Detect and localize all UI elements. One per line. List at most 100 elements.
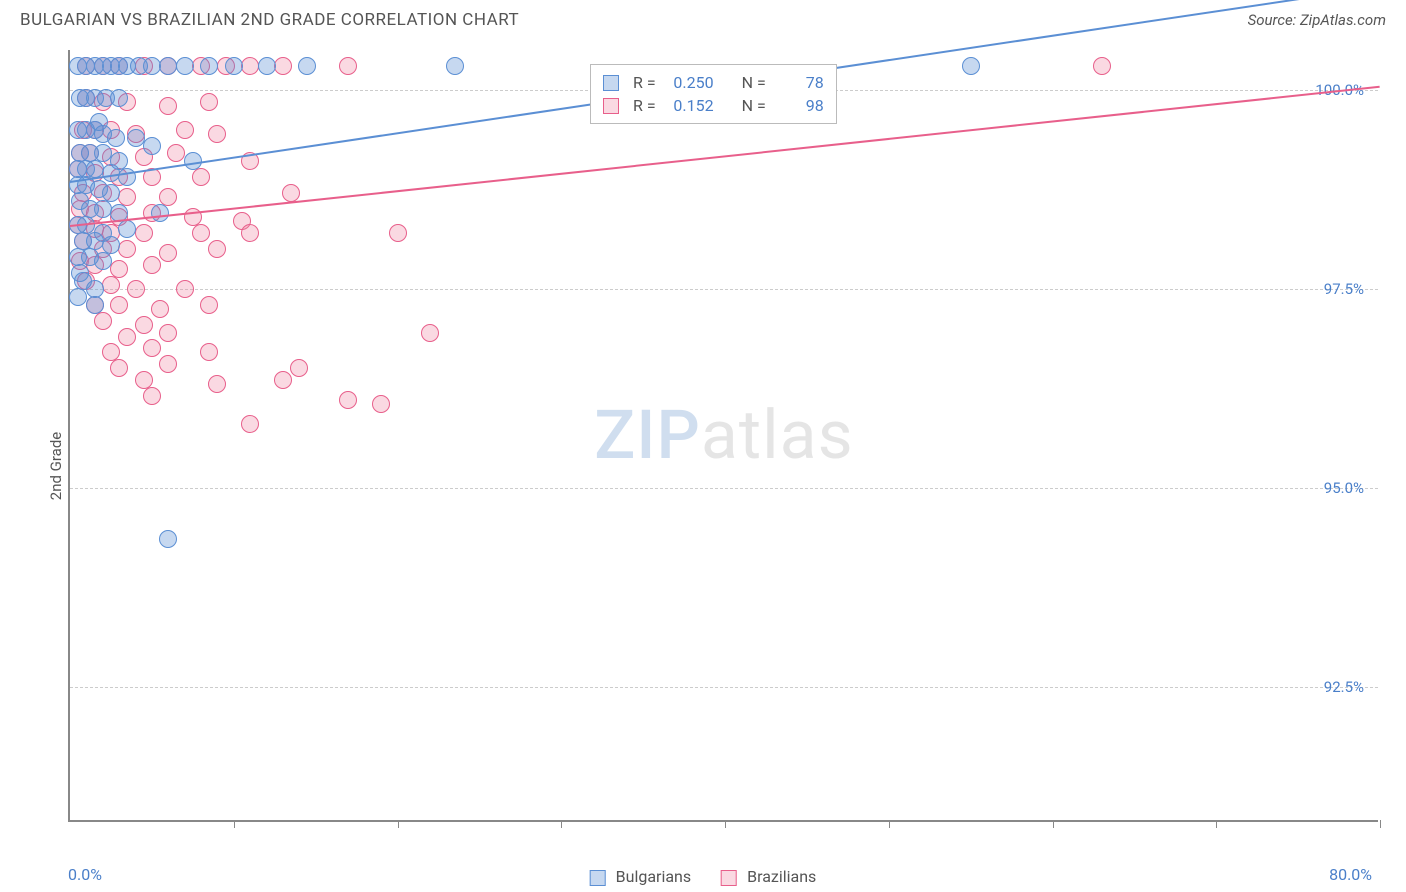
stats-legend-box: R = 0.250 N = 78 R = 0.152 N = 98 [590, 64, 837, 124]
blue-marker [86, 296, 104, 314]
stats-row-blue: R = 0.250 N = 78 [603, 71, 824, 94]
pink-marker [421, 324, 439, 342]
blue-marker [127, 129, 145, 147]
pink-marker [135, 316, 153, 334]
watermark: ZIPatlas [594, 395, 854, 475]
pink-marker [118, 240, 136, 258]
blue-marker [446, 57, 464, 75]
gridline [70, 289, 1378, 290]
pink-marker [208, 125, 226, 143]
pink-marker [339, 391, 357, 409]
stats-row-pink: R = 0.152 N = 98 [603, 94, 824, 117]
pink-marker [241, 224, 259, 242]
source-label: Source: ZipAtlas.com [1248, 11, 1386, 29]
pink-marker [389, 224, 407, 242]
n-label: N = [742, 73, 766, 92]
x-tick [1053, 820, 1054, 828]
plot-area: ZIPatlas 100.0%97.5%95.0%92.5% R = 0.250… [68, 50, 1378, 822]
blue-marker [94, 252, 112, 270]
blue-marker [143, 57, 161, 75]
pink-marker [200, 343, 218, 361]
blue-marker [258, 57, 276, 75]
x-tick [725, 820, 726, 828]
pink-marker [290, 359, 308, 377]
pink-marker [200, 93, 218, 111]
blue-marker [94, 200, 112, 218]
pink-marker [135, 224, 153, 242]
x-max-label: 80.0% [1329, 865, 1372, 884]
y-tick-label: 92.5% [1324, 678, 1364, 696]
blue-marker [143, 137, 161, 155]
watermark-atlas: atlas [701, 395, 854, 475]
pink-marker [1093, 57, 1111, 75]
x-tick [234, 820, 235, 828]
blue-marker [159, 530, 177, 548]
x-min-label: 0.0% [68, 865, 102, 884]
pink-marker [372, 395, 390, 413]
pink-marker [143, 387, 161, 405]
n-label: N = [742, 96, 766, 115]
pink-marker [200, 296, 218, 314]
pink-marker [94, 312, 112, 330]
y-tick-label: 97.5% [1324, 280, 1364, 298]
y-axis-label: 2nd Grade [47, 432, 65, 500]
blue-swatch-icon [603, 75, 619, 91]
pink-n-value: 98 [776, 96, 824, 115]
r-label: R = [633, 73, 656, 92]
pink-marker [151, 300, 169, 318]
x-tick [398, 820, 399, 828]
blue-n-value: 78 [776, 73, 824, 92]
gridline [70, 488, 1378, 489]
r-label: R = [633, 96, 656, 115]
blue-marker [298, 57, 316, 75]
pink-marker [176, 121, 194, 139]
pink-marker [102, 276, 120, 294]
legend-label-pink: Brazilians [747, 867, 816, 886]
watermark-zip: ZIP [594, 395, 701, 475]
pink-marker [159, 244, 177, 262]
pink-swatch-icon [721, 870, 737, 886]
pink-marker [192, 168, 210, 186]
legend-item-pink: Brazilians [721, 867, 816, 886]
pink-marker [110, 359, 128, 377]
chart-title: BULGARIAN VS BRAZILIAN 2ND GRADE CORRELA… [20, 10, 519, 30]
pink-marker [159, 355, 177, 373]
legend-label-blue: Bulgarians [616, 867, 691, 886]
pink-marker [176, 280, 194, 298]
x-tick [561, 820, 562, 828]
pink-marker [339, 57, 357, 75]
pink-marker [110, 296, 128, 314]
pink-marker [159, 97, 177, 115]
blue-marker [151, 204, 169, 222]
gridline [70, 687, 1378, 688]
x-tick [1380, 820, 1381, 828]
blue-marker [118, 220, 136, 238]
blue-marker [962, 57, 980, 75]
bottom-legend: Bulgarians Brazilians [590, 867, 817, 886]
pink-r-value: 0.152 [666, 96, 714, 115]
pink-marker [143, 256, 161, 274]
blue-marker [159, 57, 177, 75]
pink-marker [241, 57, 259, 75]
pink-marker [274, 371, 292, 389]
pink-marker [192, 224, 210, 242]
blue-swatch-icon [590, 870, 606, 886]
pink-marker [208, 375, 226, 393]
legend-item-blue: Bulgarians [590, 867, 691, 886]
blue-marker [107, 129, 125, 147]
blue-marker [176, 57, 194, 75]
pink-marker [127, 280, 145, 298]
blue-marker [110, 89, 128, 107]
y-tick-label: 95.0% [1324, 479, 1364, 497]
blue-marker [225, 57, 243, 75]
blue-r-value: 0.250 [666, 73, 714, 92]
pink-marker [274, 57, 292, 75]
pink-marker [159, 324, 177, 342]
chart-container: 2nd Grade ZIPatlas 100.0%97.5%95.0%92.5%… [20, 44, 1386, 888]
pink-marker [208, 240, 226, 258]
pink-marker [143, 339, 161, 357]
pink-marker [167, 144, 185, 162]
pink-swatch-icon [603, 98, 619, 114]
blue-marker [200, 57, 218, 75]
pink-marker [118, 328, 136, 346]
